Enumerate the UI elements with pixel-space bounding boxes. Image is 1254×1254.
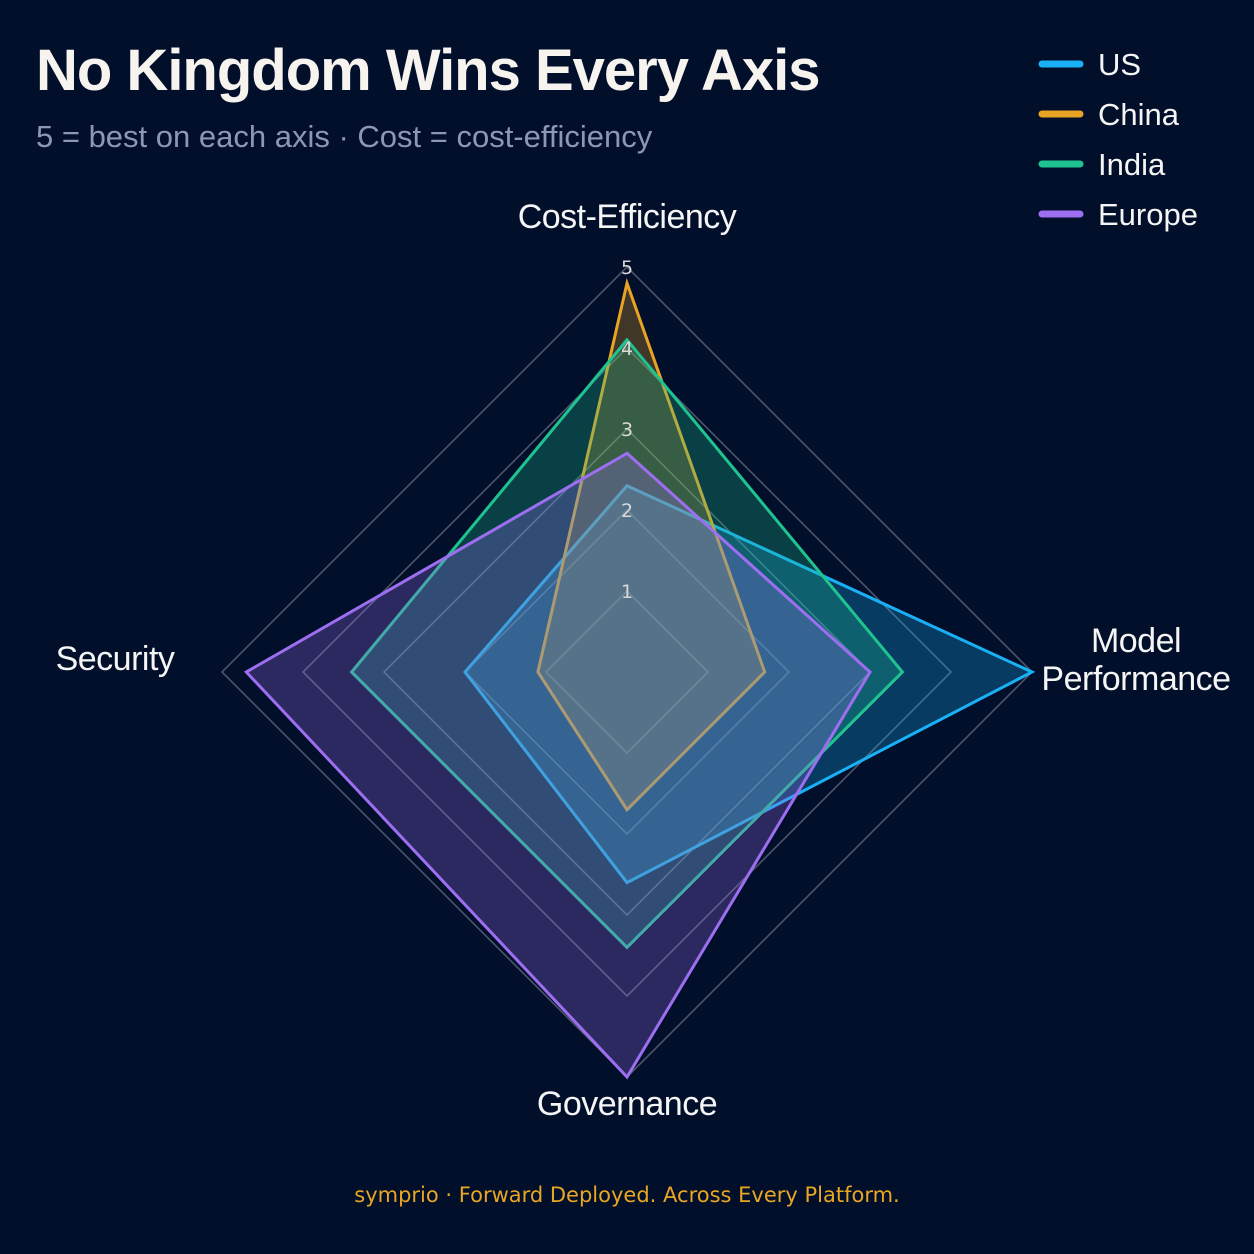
footer-tagline: symprio · Forward Deployed. Across Every… — [354, 1183, 899, 1207]
tick-label-5: 5 — [621, 257, 633, 279]
legend-item-us: US — [1038, 47, 1141, 82]
chart-subtitle: 5 = best on each axis · Cost = cost-effi… — [36, 119, 653, 154]
legend-label-europe: Europe — [1098, 197, 1198, 232]
legend: US China India Europe — [1038, 47, 1198, 232]
series-europe-polygon — [243, 451, 872, 1080]
grid-ring-2 — [463, 508, 791, 836]
legend-label-india: India — [1098, 147, 1166, 182]
radar-axis-labels: Cost-Efficiency Model Performance Governanc… — [56, 198, 1231, 1123]
radar-ticks: 1 2 3 4 5 — [621, 257, 633, 603]
tick-label-2: 2 — [621, 500, 633, 522]
legend-label-china: China — [1098, 97, 1180, 132]
tick-label-4: 4 — [621, 338, 633, 360]
legend-label-us: US — [1098, 47, 1141, 82]
chart-title: No Kingdom Wins Every Axis — [36, 38, 819, 103]
axis-label-security: Security — [56, 640, 175, 678]
tick-label-3: 3 — [621, 419, 633, 441]
legend-item-china: China — [1038, 97, 1180, 132]
axis-label-performance: Model Performance — [1041, 622, 1230, 698]
radar-series — [243, 277, 1036, 1080]
series-china-polygon — [536, 277, 767, 813]
series-india-polygon — [349, 337, 905, 950]
legend-item-europe: Europe — [1038, 197, 1198, 232]
legend-item-india: India — [1038, 147, 1166, 182]
tick-label-1: 1 — [621, 581, 633, 603]
series-us-polygon — [463, 483, 1036, 885]
grid-ring-3 — [382, 427, 872, 917]
axis-label-cost: Cost-Efficiency — [518, 198, 737, 236]
radar-grid — [220, 265, 1034, 1079]
grid-ring-4 — [301, 346, 953, 998]
axis-label-governance: Governance — [537, 1085, 717, 1123]
grid-ring-1 — [544, 589, 710, 755]
